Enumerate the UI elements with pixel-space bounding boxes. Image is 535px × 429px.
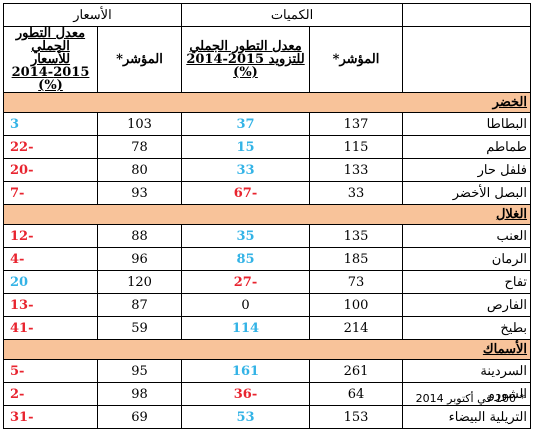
product-name: الرمان (402, 247, 532, 271)
qty-index: 100 (309, 293, 404, 317)
blank-header-cell (402, 26, 532, 93)
qty-rate: 53 (180, 405, 311, 429)
group-header-row: الكميات الأسعار (3, 3, 532, 27)
price-rate: -22 (3, 135, 98, 159)
qty-index: 115 (309, 135, 404, 159)
qty-rate: -27 (180, 270, 311, 294)
section-row: الخضر (2, 92, 532, 113)
price-index: 120 (97, 270, 182, 294)
price-rate: 20 (3, 270, 98, 294)
table-row: الفارص 100 0 87 -13 (3, 293, 532, 317)
price-rate: -2 (3, 382, 98, 406)
qty-index: 214 (309, 316, 404, 340)
qty-index: 33 (309, 181, 404, 205)
product-name: طماطم (402, 135, 532, 159)
table-row: فلفل حار 133 33 80 -20 (3, 158, 532, 182)
product-name: التريلية البيضاء (402, 405, 532, 429)
price-rate: -7 (3, 181, 98, 205)
price-index: 88 (97, 224, 182, 248)
price-rate: -4 (3, 247, 98, 271)
price-rate-header: معدل التطور الجملي للأسعار 2015-2014 (%) (3, 26, 98, 93)
qty-index: 261 (309, 359, 404, 383)
price-rate-line2: للأسعار 2015-2014 (11, 52, 90, 80)
table-row: طماطم 115 15 78 -22 (3, 135, 532, 159)
table-row: التريلية البيضاء 153 53 69 -31 (3, 405, 532, 429)
qty-rate: 35 (180, 224, 311, 248)
price-rate: -12 (3, 224, 98, 248)
price-rate-percent: (%) (38, 78, 63, 93)
price-index: 78 (97, 135, 182, 159)
column-header-row: المؤشر* معدل التطور الجملي للتزويد 2015-… (3, 26, 532, 93)
price-rate: -13 (3, 293, 98, 317)
product-name: البطاطا (402, 112, 532, 136)
product-name: الفارص (402, 293, 532, 317)
qty-rate-line2: للتزويد 2015-2014 (186, 52, 305, 67)
table-row: السردينة 261 161 95 -5 (3, 359, 532, 383)
price-rate: 3 (3, 112, 98, 136)
price-index: 98 (97, 382, 182, 406)
price-index: 95 (97, 359, 182, 383)
section-row: الأسماك (2, 339, 532, 360)
section-title: الخضر (2, 92, 532, 113)
qty-index: 73 (309, 270, 404, 294)
table-row: تفاح 73 -27 120 20 (3, 270, 532, 294)
price-rate: -41 (3, 316, 98, 340)
price-rate: -20 (3, 158, 98, 182)
section-title: الأسماك (2, 339, 532, 360)
price-index: 87 (97, 293, 182, 317)
qty-index: 185 (309, 247, 404, 271)
quantities-header: الكميات (180, 3, 404, 27)
product-name: العنب (402, 224, 532, 248)
product-name: بطيخ (402, 316, 532, 340)
qty-rate: 15 (180, 135, 311, 159)
section-row: الغلال (2, 204, 532, 225)
table-row: العنب 135 35 88 -12 (3, 224, 532, 248)
price-index: 93 (97, 181, 182, 205)
qty-rate: 33 (180, 158, 311, 182)
qty-index: 64 (309, 382, 404, 406)
price-rate: -31 (3, 405, 98, 429)
qty-rate: 37 (180, 112, 311, 136)
prices-header: الأسعار (3, 3, 182, 27)
qty-rate: 0 (180, 293, 311, 317)
table-row: البطاطا 137 37 103 3 (3, 112, 532, 136)
qty-index: 135 (309, 224, 404, 248)
table-row: بطيخ 214 114 59 -41 (3, 316, 532, 340)
price-index: 69 (97, 405, 182, 429)
qty-rate-percent: (%) (233, 65, 258, 80)
price-rate-line1: معدل التطور الجملي (15, 26, 86, 54)
product-name: الشورو (402, 382, 532, 406)
price-index: 80 (97, 158, 182, 182)
blank-header-cell (402, 3, 532, 27)
prices-quantities-table: الكميات الأسعار المؤشر* معدل التطور الجم… (2, 3, 532, 429)
qty-index: 133 (309, 158, 404, 182)
table-row: الرمان 185 85 96 -4 (3, 247, 532, 271)
section-title: الغلال (2, 204, 532, 225)
qty-rate-header: معدل التطور الجملي للتزويد 2015-2014 (%) (180, 26, 311, 93)
price-index: 103 (97, 112, 182, 136)
price-index: 96 (97, 247, 182, 271)
qty-index: 153 (309, 405, 404, 429)
qty-index-header: المؤشر* (309, 26, 404, 93)
product-name: فلفل حار (402, 158, 532, 182)
qty-rate: 161 (180, 359, 311, 383)
product-name: البصل الأخضر (402, 181, 532, 205)
qty-rate: 85 (180, 247, 311, 271)
table-row: البصل الأخضر 33 -67 93 -7 (3, 181, 532, 205)
footnote: * 100 في أكتوبر 2014 (415, 392, 525, 405)
qty-rate: -67 (180, 181, 311, 205)
price-index-header: المؤشر* (97, 26, 182, 93)
product-name: تفاح (402, 270, 532, 294)
qty-index: 137 (309, 112, 404, 136)
qty-rate: -36 (180, 382, 311, 406)
product-name: السردينة (402, 359, 532, 383)
price-index: 59 (97, 316, 182, 340)
qty-rate: 114 (180, 316, 311, 340)
price-rate: -5 (3, 359, 98, 383)
qty-rate-line1: معدل التطور الجملي (189, 39, 302, 54)
